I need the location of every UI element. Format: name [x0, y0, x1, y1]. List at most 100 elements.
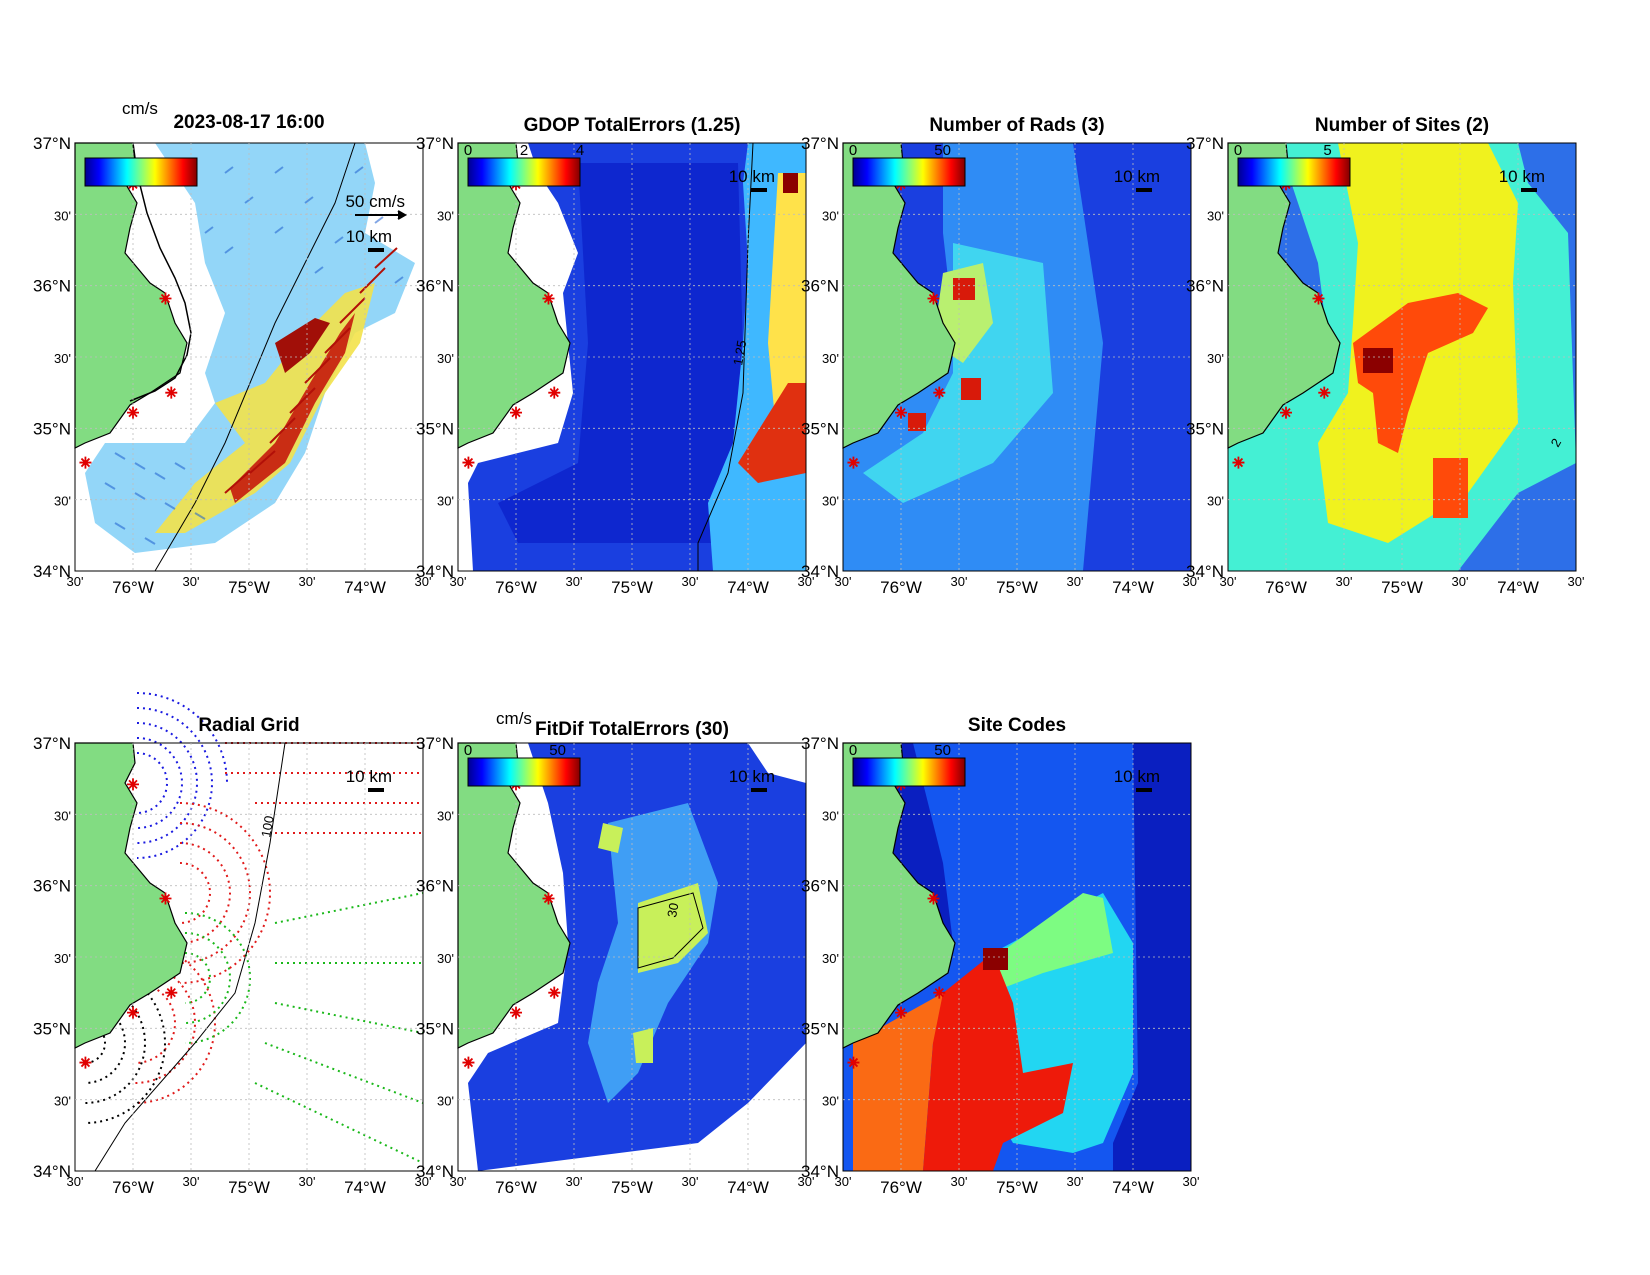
lat-tick-label: 30' [1207, 208, 1224, 223]
lon-tick-label: 30' [183, 574, 200, 589]
asterisk-stroke [79, 456, 92, 469]
asterisk-icon [127, 1006, 139, 1019]
units-label: cm/s [496, 709, 532, 728]
lat-tick-label: 30' [437, 951, 454, 966]
colorbar-tick-label: 0 [849, 742, 857, 759]
lat-tick-label: 35°N [801, 419, 839, 438]
lat-tick-label: 30' [54, 494, 71, 509]
colorbar [84, 157, 198, 187]
lat-tick-label: 35°N [33, 1019, 71, 1038]
colorbar-tick-label: 0 [464, 742, 472, 759]
lon-tick-label: 75°W [228, 1178, 270, 1197]
lon-tick-label: 30' [682, 574, 699, 589]
overlays: 37°N30'36°N30'35°N30'34°N30' 76°W 30' 75°W 3… [33, 134, 1584, 1197]
asterisk-icon [165, 386, 178, 399]
lon-tick-label: 75°W [611, 1178, 653, 1197]
lon-tick-label: 74°W [1497, 578, 1539, 597]
lon-tick-label: 30' [1183, 574, 1200, 589]
lon-tick-label: 76°W [112, 1178, 154, 1197]
colorbar-tick-label: 0 [464, 142, 472, 159]
asterisk-stroke [847, 456, 860, 469]
lat-tick-label: 34°N [33, 562, 71, 581]
lon-tick-label: 30' [566, 574, 583, 589]
contour-label: 100 [258, 815, 277, 839]
code-region-dark [983, 948, 1008, 970]
lat-tick-label: 30' [54, 351, 71, 366]
lon-tick-label: 30' [415, 574, 432, 589]
lon-tick-label: 76°W [112, 578, 154, 597]
asterisk-icon [1280, 406, 1292, 419]
colorbar [852, 757, 966, 787]
asterisk-icon [548, 986, 561, 999]
asterisk-stroke [165, 386, 178, 399]
asterisk-stroke [895, 406, 907, 419]
asterisk-icon [542, 292, 555, 305]
asterisk-stroke [895, 1006, 907, 1019]
contour-line [94, 742, 286, 1172]
scale-bar-icon [1136, 788, 1152, 792]
asterisk-icon [542, 892, 555, 905]
asterisk-icon [927, 292, 940, 305]
lon-tick-label: 30' [1067, 574, 1084, 589]
units-label: cm/s [122, 99, 158, 118]
lon-tick-label: 75°W [228, 578, 270, 597]
asterisk-stroke [79, 1056, 92, 1069]
lat-tick-label: 30' [437, 1094, 454, 1109]
lat-tick-label: 37°N [1186, 134, 1224, 153]
lon-tick-label: 30' [1220, 574, 1237, 589]
lon-tick-label: 30' [566, 1174, 583, 1189]
lat-tick-label: 30' [54, 208, 71, 223]
asterisk-icon [933, 386, 946, 399]
lat-tick-label: 34°N [1186, 562, 1224, 581]
lat-tick-label: 36°N [33, 277, 71, 296]
asterisk-stroke [127, 1006, 139, 1019]
asterisk-stroke [462, 456, 475, 469]
asterisk-icon [79, 1056, 92, 1069]
scale-bar-label: 10 km [1114, 767, 1160, 786]
lat-tick-label: 37°N [33, 734, 71, 753]
vector-arrows-strong [224, 247, 398, 494]
lon-tick-label: 74°W [1112, 578, 1154, 597]
colorbar-tick-label: 0 [849, 142, 857, 159]
lat-tick-label: 30' [54, 951, 71, 966]
lat-tick-label: 37°N [801, 734, 839, 753]
asterisk-icon [510, 1006, 522, 1019]
radial-arcs-green [184, 892, 424, 1164]
lat-tick-label: 37°N [801, 134, 839, 153]
lat-tick-label: 30' [54, 1094, 71, 1109]
lon-tick-label: 75°W [996, 578, 1038, 597]
asterisk-stroke [1312, 292, 1325, 305]
asterisk-icon [127, 778, 139, 791]
scale-bar-icon [368, 248, 384, 252]
lon-tick-label: 30' [299, 574, 316, 589]
lon-tick-label: 30' [67, 1174, 84, 1189]
lat-tick-label: 30' [822, 351, 839, 366]
lon-tick-label: 30' [299, 1174, 316, 1189]
lat-tick-label: 30' [822, 494, 839, 509]
contour-label: 30 [664, 902, 681, 919]
code-region-green [993, 893, 1113, 988]
asterisk-stroke [933, 986, 946, 999]
asterisk-icon [159, 892, 172, 905]
asterisk-icon [927, 892, 940, 905]
contour-line [637, 892, 704, 969]
asterisk-icon [510, 406, 522, 419]
lat-tick-label: 34°N [801, 562, 839, 581]
lon-tick-label: 30' [1568, 574, 1585, 589]
lat-tick-label: 35°N [33, 419, 71, 438]
panel-title: Radial Grid [198, 715, 299, 736]
lat-tick-label: 37°N [33, 134, 71, 153]
colorbar-tick-label: 4 [576, 142, 584, 159]
lon-tick-label: 30' [1336, 574, 1353, 589]
lon-tick-label: 30' [415, 1174, 432, 1189]
sites-four-region [1353, 293, 1488, 453]
lon-tick-label: 74°W [727, 1178, 769, 1197]
colorbar-tick-label: 2 [520, 142, 528, 159]
panel-title: GDOP TotalErrors (1.25) [524, 115, 741, 136]
rads-hotspot [953, 278, 975, 300]
asterisk-stroke [510, 406, 522, 419]
scale-bar-icon [1136, 188, 1152, 192]
scale-bar-label: 10 km [346, 767, 392, 786]
contour-line [154, 142, 356, 572]
